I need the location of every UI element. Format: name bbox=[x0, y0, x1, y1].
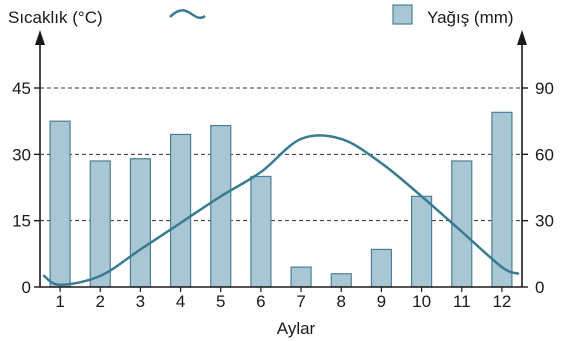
axes bbox=[35, 30, 527, 288]
x-tick-label: 3 bbox=[136, 292, 145, 311]
temperature-line bbox=[42, 134, 520, 287]
x-tick-label: 5 bbox=[216, 292, 225, 311]
left-axis-arrow-icon bbox=[35, 30, 45, 45]
right-tick-label: 90 bbox=[535, 79, 554, 98]
x-axis-label: Aylar bbox=[277, 319, 316, 338]
left-tick-label: 45 bbox=[12, 79, 31, 98]
precipitation-bar bbox=[250, 175, 272, 288]
right-axis-arrow-icon bbox=[517, 30, 527, 45]
precipitation-bar bbox=[410, 195, 433, 288]
precipitation-bars bbox=[49, 111, 513, 288]
x-tick-label: 2 bbox=[96, 292, 105, 311]
precipitation-bar bbox=[129, 158, 152, 288]
legend-precipitation-label: Yağış (mm) bbox=[427, 8, 514, 27]
x-tick-label: 1 bbox=[55, 292, 64, 311]
left-tick-label: 15 bbox=[12, 212, 31, 231]
right-tick-label: 0 bbox=[535, 278, 544, 297]
precipitation-bar bbox=[330, 273, 352, 288]
precipitation-bar bbox=[370, 248, 393, 288]
x-tick-label: 7 bbox=[296, 292, 305, 311]
x-tick-label: 8 bbox=[337, 292, 346, 311]
legend-temperature-swatch-icon bbox=[169, 9, 206, 20]
left-tick-label: 30 bbox=[12, 145, 31, 164]
x-tick-label: 9 bbox=[377, 292, 386, 311]
legend-temperature-label: Sıcaklık (°C) bbox=[8, 8, 103, 27]
legend-precipitation-swatch-icon bbox=[392, 4, 413, 25]
x-tick-label: 6 bbox=[256, 292, 265, 311]
precipitation-bar bbox=[290, 266, 312, 288]
precipitation-bar bbox=[49, 120, 71, 288]
left-tick-label: 0 bbox=[22, 278, 31, 297]
precipitation-bar bbox=[89, 160, 111, 288]
precipitation-bar bbox=[210, 124, 232, 288]
precipitation-bar bbox=[169, 133, 192, 288]
legend: Sıcaklık (°C) Yağış (mm) bbox=[8, 4, 514, 27]
x-tick-label: 4 bbox=[176, 292, 185, 311]
right-tick-label: 30 bbox=[535, 212, 554, 231]
x-tick-label: 12 bbox=[492, 292, 511, 311]
x-tick-label: 10 bbox=[412, 292, 431, 311]
x-tick-label: 11 bbox=[453, 292, 471, 311]
right-tick-label: 60 bbox=[535, 145, 554, 164]
temperature-line-group bbox=[42, 134, 520, 287]
